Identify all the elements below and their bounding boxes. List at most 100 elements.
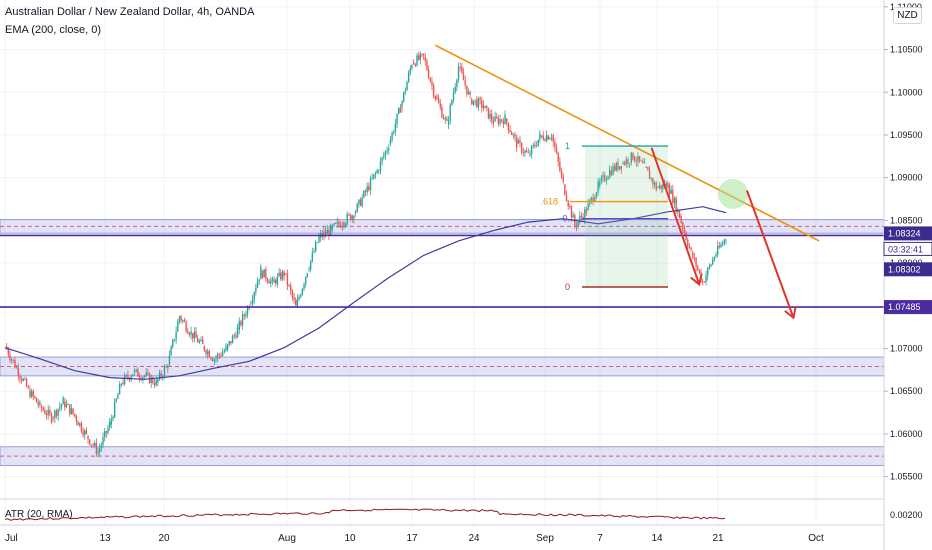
candle-body	[275, 279, 277, 284]
level-tag	[884, 300, 932, 315]
candle-body	[328, 229, 330, 236]
candle-body	[600, 177, 603, 182]
candle-body	[110, 419, 113, 425]
candle-body	[441, 107, 443, 118]
candle-body	[650, 178, 652, 180]
candle-body	[555, 148, 558, 153]
candle-body	[306, 273, 309, 277]
candle-body	[690, 247, 692, 250]
candle-body	[223, 350, 225, 353]
candle-body	[687, 239, 689, 247]
candle-body	[283, 271, 285, 276]
candle-body	[280, 272, 282, 280]
candle-body	[359, 199, 362, 206]
atr-label: ATR (20, RMA)	[5, 509, 73, 520]
candle-body	[5, 345, 8, 350]
candle-body	[150, 377, 152, 384]
candle-body	[379, 161, 382, 171]
candle-body	[261, 270, 264, 278]
candle-body	[112, 417, 114, 420]
candle-body	[20, 378, 23, 381]
candle-body	[506, 118, 508, 123]
candle-body	[210, 357, 212, 359]
candle-body	[276, 276, 279, 284]
candle-body	[451, 100, 453, 105]
y-tick-label: 1.09000	[890, 173, 923, 183]
candle-body	[255, 287, 257, 293]
candle-body	[295, 300, 297, 306]
candle-body	[640, 160, 642, 162]
candle-body	[622, 162, 624, 165]
candle-body	[243, 314, 245, 316]
candle-body	[617, 162, 619, 170]
x-tick-label: 14	[651, 533, 663, 544]
candle-body	[172, 339, 174, 348]
candle-body	[338, 221, 340, 225]
candle-body	[39, 401, 41, 406]
candle-body	[351, 215, 353, 220]
candle-body	[251, 299, 254, 304]
candle-body	[464, 80, 466, 86]
candle-body	[507, 122, 510, 130]
candle-body	[391, 132, 393, 141]
candle-body	[177, 321, 179, 332]
candle-body	[384, 151, 387, 156]
candle-body	[125, 374, 127, 376]
candle-body	[208, 351, 211, 358]
candle-body	[489, 113, 491, 119]
candle-body	[336, 221, 338, 224]
candle-body	[667, 182, 669, 189]
candle-body	[509, 129, 511, 132]
candle-body	[198, 340, 201, 343]
candle-body	[175, 331, 177, 340]
candle-body	[233, 335, 235, 337]
candle-body	[311, 252, 314, 261]
y-tick-label: 1.11000	[890, 2, 922, 12]
atr-pane: 0.00200	[0, 498, 923, 521]
candle-body	[708, 265, 711, 269]
candle-body	[123, 375, 126, 384]
candle-body	[457, 66, 460, 80]
candle-body	[517, 140, 520, 144]
candle-body	[469, 91, 471, 95]
candle-body	[688, 246, 691, 248]
candle-body	[393, 131, 395, 133]
candle-body	[479, 98, 481, 101]
candle-body	[472, 100, 475, 105]
candle-body	[530, 145, 533, 154]
candle-body	[642, 161, 644, 164]
candle-body	[300, 295, 302, 298]
candle-body	[143, 375, 146, 377]
candle-body	[414, 64, 417, 66]
candle-body	[609, 169, 611, 178]
forecast-arrow-head	[690, 273, 703, 287]
candle-body	[346, 214, 348, 224]
x-tick-label: 21	[712, 533, 724, 544]
candle-body	[645, 166, 647, 168]
candle-body	[70, 408, 73, 415]
candle-body	[102, 437, 104, 445]
candle-body	[499, 119, 501, 124]
candle-body	[482, 105, 485, 109]
candle-body	[304, 276, 307, 285]
candle-body	[444, 118, 446, 120]
candle-body	[432, 85, 435, 96]
candle-body	[318, 236, 320, 243]
candle-body	[197, 337, 199, 343]
candle-body	[24, 379, 26, 380]
candle-body	[545, 135, 548, 141]
candle-body	[615, 162, 618, 171]
candle-body	[565, 194, 568, 201]
candle-body	[527, 152, 530, 153]
candle-body	[707, 268, 709, 276]
candle-body	[17, 368, 19, 376]
currency-badge[interactable]: NZD	[893, 7, 922, 24]
candle-body	[308, 269, 310, 271]
candle-body	[504, 114, 506, 125]
candle-body	[211, 358, 214, 361]
candle-body	[554, 141, 556, 149]
candle-body	[157, 379, 159, 383]
candle-body	[456, 79, 458, 87]
candle-body	[288, 285, 290, 286]
